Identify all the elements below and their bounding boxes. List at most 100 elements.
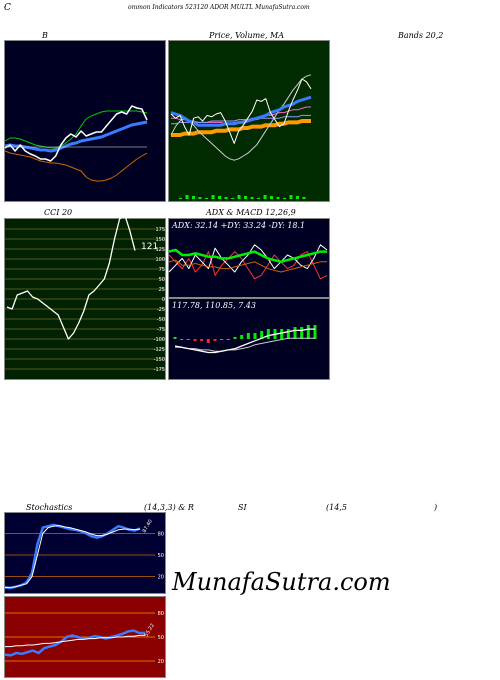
macd-signal-line	[175, 337, 315, 352]
header-c-letter: C	[4, 3, 11, 13]
cci-tick-label: -100	[154, 337, 165, 343]
volume-bar	[179, 198, 182, 199]
cci-tick-label: 125	[155, 247, 165, 253]
volume-bar	[244, 196, 247, 199]
macd-hist-bar	[286, 329, 290, 339]
adx-panel: ADX: 32.14 +DY: 33.24 -DY: 18.1	[168, 218, 330, 298]
adx-macd-title: ADX & MACD 12,26,9	[206, 208, 296, 217]
stoch-panel: 80 50 20 87.40	[4, 512, 166, 594]
macd-values-label: 117.78, 110.85, 7.43	[172, 301, 256, 310]
macd-hist-bar	[266, 329, 270, 339]
macd-hist-bar	[180, 339, 184, 340]
cci-panel: 175 150 125 100 75 50 25 0 -25 -50 -75 -100 -125 -150…	[4, 214, 166, 380]
stoch-tick-label: 80	[158, 531, 164, 537]
macd-plot	[173, 325, 317, 354]
stoch-value-label: 87.40	[142, 519, 154, 534]
adx-line	[168, 248, 327, 264]
rsi-tick-label: 20	[158, 659, 164, 665]
cci-tick-label: 25	[159, 287, 165, 293]
macd-hist-bar	[213, 339, 217, 341]
price-close-line	[170, 78, 312, 144]
macd-hist-bar	[300, 327, 304, 339]
volume-bar	[302, 197, 306, 199]
macd-panel: 117.78, 110.85, 7.43	[168, 298, 330, 380]
page-title: ommon Indicators 523120 ADOR MULTL Munaf…	[128, 4, 310, 11]
bollinger-b-title: B	[42, 31, 48, 40]
cci-tick-label: 0	[162, 297, 165, 303]
cci-tick-label: 100	[155, 257, 165, 263]
rsi-tick-label: 50	[158, 635, 164, 641]
volume-bar	[276, 197, 280, 199]
macd-hist-bar	[293, 327, 297, 339]
volume-bar	[185, 195, 189, 199]
macd-hist-bar	[200, 339, 204, 341]
rsi-line	[4, 629, 145, 657]
macd-hist-bar	[226, 339, 230, 340]
volume-bar	[270, 196, 273, 199]
cci-value-label: 121	[141, 242, 158, 252]
adx-plus-dy-line	[168, 244, 328, 273]
ma-grey-line	[170, 74, 312, 161]
macd-hist-bar	[206, 339, 210, 343]
macd-hist-bar	[313, 325, 317, 339]
cci-tick-label: -175	[154, 367, 165, 373]
macd-hist-bar	[193, 339, 197, 341]
cci-tick-label: 75	[159, 267, 165, 273]
macd-hist-bar	[220, 339, 224, 340]
cci-tick-label: -75	[157, 327, 165, 333]
ma-blue-line	[170, 95, 312, 127]
macd-hist-bar	[280, 329, 284, 339]
volume-bar	[224, 197, 228, 199]
rsi-plot: 80 50 20 55.22	[4, 611, 164, 665]
macd-hist-bar	[246, 333, 250, 339]
adx-values-label: ADX: 32.14 +DY: 33.24 -DY: 18.1	[172, 221, 306, 230]
price-ma-title: Price, Volume, MA	[209, 31, 285, 40]
rsi-tick-label: 80	[158, 611, 164, 617]
bollinger-b-panel	[4, 40, 166, 202]
b-mid-line	[4, 120, 148, 153]
volume-bar	[289, 195, 293, 199]
volume-bar	[250, 197, 254, 199]
rsi-ma-line	[5, 634, 145, 648]
adx-orange-line	[168, 259, 327, 273]
b-lower-line	[4, 150, 148, 182]
rsi-panel: 80 50 20 55.22	[4, 596, 166, 678]
price-ma-panel	[168, 40, 330, 202]
rsi-value-label: 55.22	[144, 623, 156, 638]
volume-bar	[198, 197, 202, 199]
stoch-plot: 80 50 20 87.40	[4, 519, 164, 590]
rsi-params: (14,5	[326, 503, 347, 512]
macd-hist-bar	[306, 325, 310, 339]
adx-plot	[168, 244, 328, 280]
stoch-params: (14,3,3) & R	[144, 503, 194, 512]
cci-tick-label: 50	[159, 277, 165, 283]
stoch-title: Stochastics	[26, 503, 73, 512]
cci-tick-label: -25	[157, 307, 165, 313]
b-upper-line	[4, 110, 148, 149]
volume-bar	[211, 195, 215, 199]
macd-hist-bar	[260, 331, 264, 339]
volume-bar	[192, 196, 195, 199]
cci-plot: 175 150 125 100 75 50 25 0 -25 -50 -75 -100 -125 -150…	[5, 214, 165, 373]
volume-bar	[237, 195, 241, 199]
watermark: MunafaSutra.com	[172, 568, 391, 596]
cci-tick-label: 175	[155, 227, 165, 233]
volume-bar	[257, 198, 260, 199]
macd-hist-bar	[253, 333, 257, 339]
b-price-line	[4, 105, 148, 162]
rsi-title: SI	[238, 503, 247, 512]
stoch-d-line	[5, 525, 141, 588]
volume-bar	[231, 198, 234, 199]
stoch-tick-label: 20	[158, 575, 164, 581]
stoch-tick-label: 50	[158, 553, 164, 559]
bollinger-b-plot	[4, 105, 148, 182]
bands-title: Bands 20,2	[398, 31, 444, 40]
cci-title: CCI 20	[44, 208, 73, 217]
volume-bar	[296, 196, 299, 199]
cci-tick-label: -150	[154, 357, 165, 363]
volume-bar	[263, 195, 267, 199]
macd-hist-bar	[186, 339, 190, 340]
cci-tick-label: -50	[157, 317, 165, 323]
cci-tick-label: -125	[154, 347, 165, 353]
stoch-k-line	[4, 523, 141, 590]
